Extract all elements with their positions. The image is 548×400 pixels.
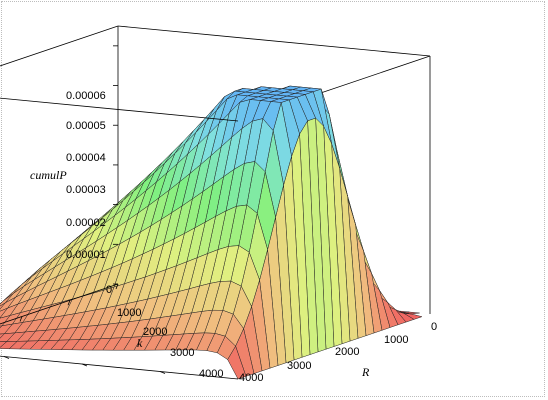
surface-patch-17-28 (0, 301, 3, 305)
y-tick-mark-0 (159, 371, 166, 374)
x-tick-3000: 3000 (287, 360, 311, 372)
box-edge-back-top-k (117, 25, 431, 57)
box-edge-front-top-r (0, 25, 119, 67)
y-axis-label: k (137, 336, 143, 350)
y-tick-mark-1 (81, 363, 88, 367)
axis-ticks: 0 0.00001 0.00002 0.00003 0.00004 0.0000… (30, 90, 437, 384)
surface-patch-23-22 (0, 341, 18, 350)
x-tick-mark-2 (19, 316, 23, 322)
z-tick-4: 0.00004 (66, 152, 106, 164)
y-tick-mark-2 (3, 356, 10, 359)
z-tick-2: 0.00002 (66, 217, 106, 229)
surface-patch-21-24 (0, 323, 14, 335)
x-tick-mark-1 (67, 300, 71, 306)
x-axis-label: R (361, 365, 370, 379)
surface-patch-18-26 (0, 296, 16, 312)
surface-patch-23-23 (0, 341, 8, 348)
z-tick-3: 0.00003 (66, 184, 106, 196)
z-tick-1: 0.00001 (66, 249, 106, 261)
x-tick-0: 0 (431, 321, 437, 333)
surface-patch-21-25 (0, 325, 3, 329)
surface-patch-19-26 (0, 307, 9, 319)
surface-patch-18-27 (0, 302, 6, 310)
surface-patch-19-25 (0, 303, 19, 319)
surface-patch-22-24 (0, 333, 6, 339)
box-edge-front-top-k (0, 97, 239, 122)
y-tick-4000: 4000 (199, 368, 223, 380)
y-tick-2000: 2000 (143, 326, 167, 338)
x-tick-2000: 2000 (335, 346, 359, 358)
y-tick-1000: 1000 (117, 307, 141, 319)
bounding-box-front (0, 25, 239, 380)
surface-mesh (0, 85, 423, 380)
z-axis-label: cumulP (30, 168, 67, 182)
x-tick-mark-0 (115, 283, 119, 290)
x-tick-1000: 1000 (384, 334, 408, 346)
z-tick-6: 0.00006 (66, 90, 106, 102)
z-tick-0: 0 (106, 284, 112, 296)
x-tick-4000: 4000 (239, 372, 263, 384)
y-tick-3000: 3000 (170, 347, 194, 359)
surface-patch-17-27 (0, 293, 14, 307)
surface-patch-22-23 (0, 332, 16, 342)
z-tick-5: 0.00005 (66, 120, 106, 132)
